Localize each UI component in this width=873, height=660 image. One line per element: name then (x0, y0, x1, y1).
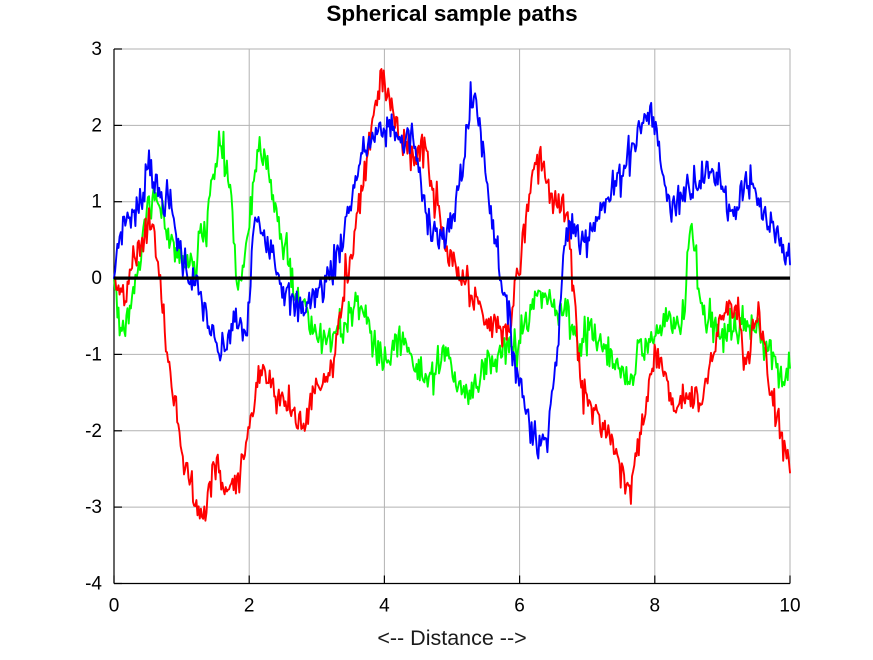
svg-text:-3: -3 (85, 497, 102, 518)
svg-text:0: 0 (91, 268, 102, 289)
svg-text:2: 2 (91, 115, 102, 136)
svg-text:10: 10 (779, 596, 800, 617)
svg-text:0: 0 (109, 596, 120, 617)
svg-text:-4: -4 (85, 574, 102, 595)
svg-text:-2: -2 (85, 421, 102, 442)
svg-text:1: 1 (91, 192, 102, 213)
svg-text:-1: -1 (85, 344, 102, 365)
svg-text:6: 6 (514, 596, 525, 617)
svg-text:4: 4 (379, 596, 390, 617)
svg-text:8: 8 (650, 596, 661, 617)
svg-text:3: 3 (91, 39, 102, 60)
svg-text:2: 2 (244, 596, 255, 617)
